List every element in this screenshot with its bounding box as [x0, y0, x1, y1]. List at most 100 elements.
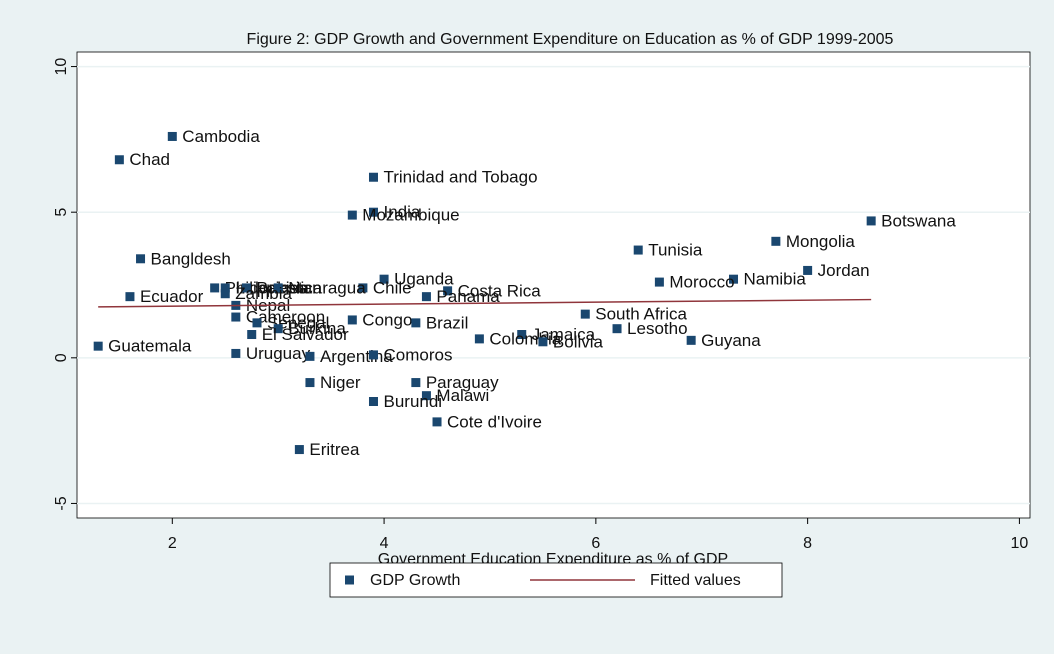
legend-label: GDP Growth: [370, 572, 460, 589]
chart-title: Figure 2: GDP Growth and Government Expe…: [247, 31, 894, 48]
point: [729, 274, 739, 284]
point: [305, 351, 315, 361]
point-label: Congo: [362, 310, 412, 329]
point: [803, 265, 813, 275]
point-label: Philippines: [225, 278, 307, 297]
point: [443, 286, 453, 296]
point: [771, 236, 781, 246]
point: [114, 155, 124, 165]
point-label: Morocco: [669, 273, 734, 292]
point-label: Lesotho: [627, 319, 688, 338]
point-label: Uganda: [394, 270, 454, 289]
point: [305, 378, 315, 388]
point-label: Malawi: [436, 386, 489, 405]
point: [93, 341, 103, 351]
point-label: Jamaica: [532, 325, 596, 344]
point-label: India: [383, 203, 420, 222]
point-label: Uruguay: [246, 344, 311, 363]
point: [866, 216, 876, 226]
point: [136, 254, 146, 264]
point-label: Ecuador: [140, 287, 204, 306]
point: [379, 274, 389, 284]
y-tick-label: 5: [53, 208, 70, 217]
point-label: Cambodia: [182, 127, 260, 146]
point: [421, 292, 431, 302]
point-label: Cameroon: [246, 308, 325, 327]
point: [474, 334, 484, 344]
point-label: Bolivia: [553, 332, 604, 351]
point: [432, 417, 442, 427]
point-label: Mozambique: [362, 206, 459, 225]
y-tick-label: 0: [53, 353, 70, 362]
point-label: Indonesia: [235, 278, 309, 297]
point: [421, 391, 431, 401]
point: [368, 172, 378, 182]
point: [580, 309, 590, 319]
point: [347, 315, 357, 325]
point: [220, 283, 230, 293]
point-label: Zambia: [235, 284, 292, 303]
point: [241, 283, 251, 293]
point: [231, 348, 241, 358]
point-label: Botswana: [881, 211, 956, 230]
point: [517, 330, 527, 340]
point: [538, 337, 548, 347]
x-tick-label: 2: [168, 535, 177, 552]
x-tick-label: 6: [591, 535, 600, 552]
point-label: Eritrea: [309, 440, 360, 459]
legend-marker: [345, 575, 354, 585]
point-label: Burundi: [383, 392, 442, 411]
point: [368, 397, 378, 406]
point: [273, 324, 283, 334]
point-label: Tunisia: [648, 241, 703, 260]
point-label: Guyana: [701, 331, 761, 350]
point-label: Paraguay: [426, 373, 499, 392]
point: [358, 283, 368, 293]
x-tick-label: 10: [1011, 535, 1029, 552]
point-label: Mongolia: [786, 232, 856, 251]
point: [247, 330, 257, 340]
point: [273, 283, 283, 293]
fitted-line: [98, 298, 872, 308]
point-label: Panama: [436, 287, 500, 306]
y-tick-label: -5: [53, 496, 70, 510]
point-label: Namibia: [744, 270, 807, 289]
point-label: Cote d'Ivoire: [447, 412, 542, 431]
point-label: Nicaragua: [288, 278, 366, 297]
legend-label: Fitted values: [650, 572, 741, 589]
point: [347, 210, 357, 220]
point: [612, 324, 622, 334]
point: [231, 312, 241, 322]
point: [633, 245, 643, 255]
point: [686, 335, 696, 345]
point-label: Colombia: [489, 329, 561, 348]
point: [411, 378, 421, 388]
point: [252, 318, 262, 328]
point-label: El Salvador: [262, 325, 349, 344]
point-label: Niger: [320, 373, 361, 392]
plot-area: [76, 51, 1031, 519]
point-label: Trinidad and Tobago: [383, 168, 537, 187]
point-label: South Africa: [595, 305, 687, 324]
point-label: Burkina: [288, 319, 346, 338]
y-tick-label: 10: [53, 58, 70, 76]
point: [167, 131, 177, 141]
point: [220, 289, 230, 299]
point-label: Costa Rica: [458, 281, 542, 300]
point-label: Chad: [129, 150, 170, 169]
x-tick-label: 4: [380, 535, 389, 552]
point: [368, 207, 378, 217]
point-label: Chile: [373, 278, 412, 297]
point: [368, 350, 378, 360]
point-label: Brazil: [426, 313, 469, 332]
point-label: Comoros: [383, 345, 452, 364]
point: [411, 318, 421, 328]
point-label: Argentina: [320, 347, 393, 366]
x-tick-label: 8: [803, 535, 812, 552]
point: [654, 277, 664, 287]
point: [125, 292, 135, 302]
point-label: Bangldesh: [151, 249, 231, 268]
point: [294, 445, 304, 455]
point: [210, 283, 220, 293]
